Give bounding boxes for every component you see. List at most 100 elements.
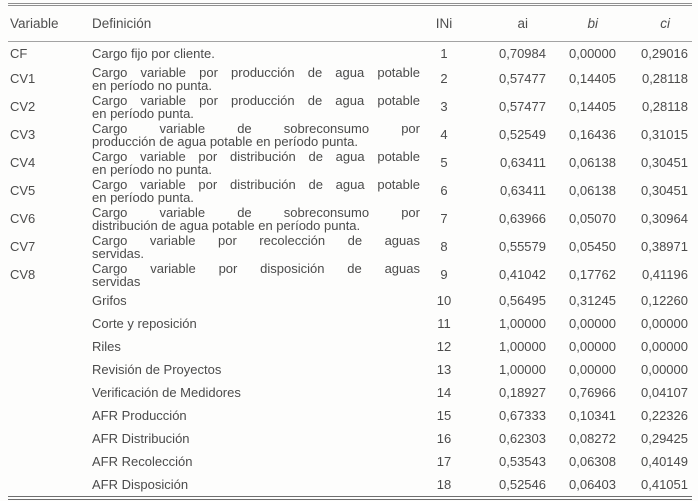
definition-line: Corte y reposición	[92, 316, 197, 331]
ci-cell: 0,28118	[641, 71, 688, 86]
definition-line: Cargo fijo por cliente.	[92, 46, 215, 61]
ci-cell: 0,28118	[641, 99, 688, 114]
ini-cell: 11	[437, 315, 451, 331]
definition-cell: Cargo variable por recolección de aguas s…	[92, 233, 426, 261]
ini-cell: 2	[440, 71, 448, 86]
variable-cell: CV8	[10, 267, 36, 282]
bi-cell: 0,17762	[569, 267, 616, 282]
table-row: Riles 12 1,00000 0,00000 0,00000	[8, 335, 692, 358]
definition-cell: Cargo variable de sobreconsumo por distri…	[92, 205, 426, 233]
variable-cell: CV1	[10, 71, 36, 86]
variable-cell	[8, 450, 92, 473]
definition-line: Cargo variable por producción de agua po…	[92, 93, 420, 108]
ai-cell: 0,52549	[499, 127, 546, 142]
bi-cell: 0,06308	[569, 453, 616, 469]
ci-cell: 0,00000	[641, 315, 688, 331]
ai-cell: 0,63411	[499, 183, 546, 198]
definition-cell: Corte y reposición	[92, 312, 426, 335]
header-variable: Variable	[8, 4, 92, 42]
variable-cell: CF	[10, 45, 28, 61]
definition-line: distribución de agua potable en período …	[92, 218, 361, 233]
ai-cell: 0,67333	[499, 407, 546, 423]
table-row: CV5 Cargo variable por distribución de a…	[8, 177, 692, 205]
table-row: CV8 Cargo variable por disposición de ag…	[8, 261, 692, 289]
ci-cell: 0,40149	[641, 453, 688, 469]
definition-line: Riles	[92, 339, 121, 354]
variable-cell	[8, 312, 92, 335]
table-row: CV6 Cargo variable de sobreconsumo por di…	[8, 205, 692, 233]
ci-cell: 0,38971	[641, 239, 688, 254]
table-row: Revisión de Proyectos 13 1,00000 0,00000…	[8, 358, 692, 381]
table-row: AFR Recolección 17 0,53543 0,06308 0,401…	[8, 450, 692, 473]
bi-cell: 0,08272	[569, 430, 616, 446]
ai-cell: 0,70984	[499, 45, 546, 61]
variable-cell	[8, 358, 92, 381]
table-row: CF Cargo fijo por cliente. 1 0,70984 0,0…	[8, 42, 692, 66]
ai-cell: 0,62303	[499, 430, 546, 446]
bi-cell: 0,00000	[569, 338, 616, 354]
header-row: Variable Definición INi ai bi ci	[8, 4, 692, 42]
table-row: CV3 Cargo variable de sobreconsumo por pr…	[8, 121, 692, 149]
definition-cell: Cargo variable por distribución de agua …	[92, 177, 426, 205]
definition-cell: Cargo variable por producción de agua po…	[92, 65, 426, 93]
ini-cell: 7	[440, 211, 448, 226]
variable-cell	[8, 381, 92, 404]
definition-cell: Cargo fijo por cliente.	[92, 42, 426, 66]
bi-cell: 0,06403	[569, 476, 616, 492]
definition-line: AFR Distribución	[92, 431, 190, 446]
variable-cell	[8, 289, 92, 312]
ini-cell: 14	[436, 384, 452, 400]
bi-cell: 0,05450	[569, 239, 616, 254]
ci-cell: 0,30451	[641, 183, 688, 198]
table-row: CV7 Cargo variable por recolección de ag…	[8, 233, 692, 261]
definition-cell: AFR Distribución	[92, 427, 426, 450]
definition-cell: Cargo variable por producción de agua po…	[92, 93, 426, 121]
ai-cell: 0,55579	[499, 239, 546, 254]
ini-cell: 5	[440, 155, 448, 170]
definition-cell: Riles	[92, 335, 426, 358]
table-row: AFR Producción 15 0,67333 0,10341 0,2232…	[8, 404, 692, 427]
variable-cell: CV3	[10, 127, 36, 142]
definition-line: Revisión de Proyectos	[92, 362, 222, 377]
table-body: CF Cargo fijo por cliente. 1 0,70984 0,0…	[8, 42, 692, 499]
variable-cell	[8, 473, 92, 498]
ini-cell: 10	[436, 292, 452, 308]
variable-cell: CV2	[10, 99, 36, 114]
definition-line: servidas.	[92, 246, 145, 261]
ini-cell: 12	[436, 338, 452, 354]
bi-cell: 0,14405	[569, 71, 616, 86]
ini-cell: 17	[436, 453, 452, 469]
ci-cell: 0,30964	[641, 211, 688, 226]
table-row: Verificación de Medidores 14 0,18927 0,7…	[8, 381, 692, 404]
bi-cell: 0,06138	[569, 183, 616, 198]
ini-cell: 18	[436, 476, 452, 492]
ci-cell: 0,41051	[641, 476, 688, 492]
variable-cell	[8, 404, 92, 427]
bi-cell: 0,76966	[569, 384, 616, 400]
definition-line: Cargo variable por distribución de agua …	[92, 177, 420, 192]
definition-line: servidas	[92, 274, 141, 289]
ini-cell: 15	[436, 407, 452, 423]
ai-cell: 0,52546	[499, 476, 546, 492]
table-row: AFR Disposición 18 0,52546 0,06403 0,410…	[8, 473, 692, 498]
header-bi: bi	[550, 4, 620, 42]
ci-cell: 0,04107	[641, 384, 688, 400]
definition-line: en período no punta.	[92, 78, 212, 93]
definition-cell: Grifos	[92, 289, 426, 312]
ai-cell: 0,41042	[499, 267, 546, 282]
definition-line: AFR Disposición	[92, 477, 189, 492]
ci-cell: 0,12260	[641, 292, 688, 308]
definition-line: en período no punta.	[92, 162, 212, 177]
definition-line: Cargo variable por recolección de aguas	[92, 233, 420, 248]
definition-line: Cargo variable de sobreconsumo por	[92, 205, 420, 220]
definition-line: producción de agua potable en período pu…	[92, 134, 358, 149]
ini-cell: 6	[440, 183, 448, 198]
table-row: CV1 Cargo variable por producción de agu…	[8, 65, 692, 93]
ci-cell: 0,22326	[641, 407, 688, 423]
ai-cell: 0,63411	[499, 155, 546, 170]
ai-cell: 0,56495	[499, 292, 546, 308]
definition-line: en período punta.	[92, 106, 194, 121]
ini-cell: 9	[440, 267, 448, 282]
definition-line: Grifos	[92, 293, 127, 308]
